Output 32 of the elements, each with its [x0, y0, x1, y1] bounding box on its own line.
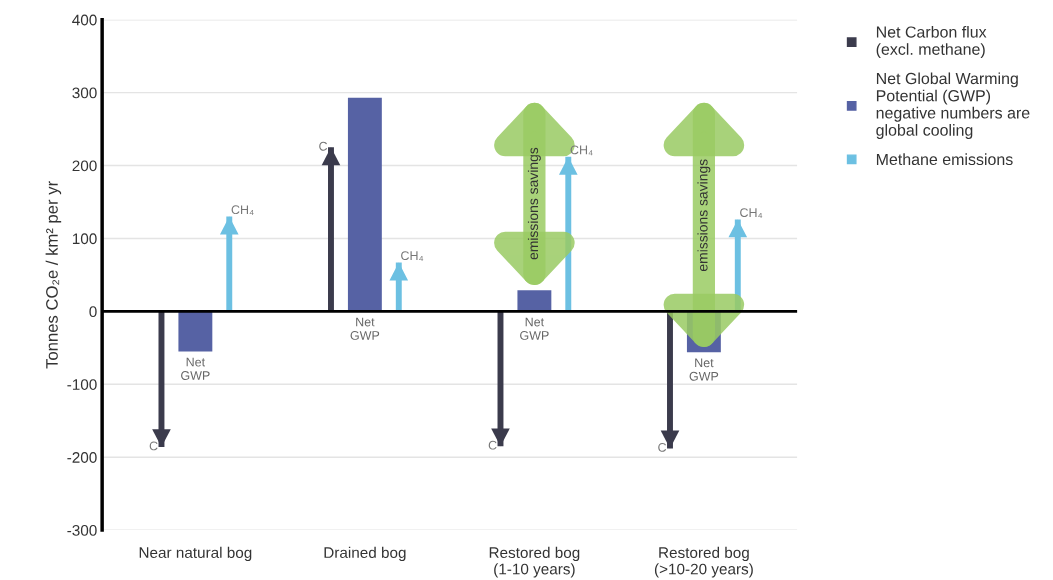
- x-tick-label: Near natural bog: [139, 546, 252, 562]
- data-label: C: [319, 141, 328, 151]
- data-label: CH₄: [401, 251, 424, 261]
- annotation: emissions savings: [527, 147, 541, 260]
- data-label: CH₄: [231, 205, 254, 216]
- bar: [347, 97, 382, 312]
- data-label: CH₄: [740, 208, 763, 218]
- data-label: Net GWP: [520, 317, 549, 340]
- y-axis-title: Tonnes CO₂e / km² per yr: [45, 181, 62, 369]
- y-tick-label: -200: [67, 452, 97, 463]
- bar: [178, 311, 213, 352]
- bar: [517, 290, 552, 312]
- data-label: Net GWP: [181, 357, 210, 380]
- data-label: Net GWP: [689, 358, 719, 381]
- y-tick-label: 100: [72, 233, 97, 245]
- data-label: Net GWP: [350, 317, 380, 340]
- y-tick-label: 300: [72, 87, 97, 99]
- legend-label: Net Global Warming Potential (GWP) negative numbers are global cooling: [876, 72, 1030, 139]
- data-label: C: [149, 441, 158, 451]
- x-tick-label: Restored bog (1-10 years): [489, 546, 580, 578]
- data-label: C: [488, 440, 497, 450]
- y-tick-label: 0: [89, 306, 97, 318]
- x-tick-label: Drained bog: [324, 546, 406, 562]
- y-tick-label: 400: [72, 14, 97, 26]
- annotation: emissions savings: [697, 159, 711, 271]
- legend-label: Net Carbon flux (excl. methane): [876, 25, 987, 59]
- y-tick-label: -100: [67, 379, 97, 390]
- y-tick-label: -300: [67, 524, 97, 536]
- legend-label: Methane emissions: [876, 153, 1013, 166]
- x-tick-label: Restored bog (>10-20 years): [654, 546, 753, 578]
- data-label: C: [658, 442, 667, 452]
- y-tick-label: 200: [72, 160, 97, 172]
